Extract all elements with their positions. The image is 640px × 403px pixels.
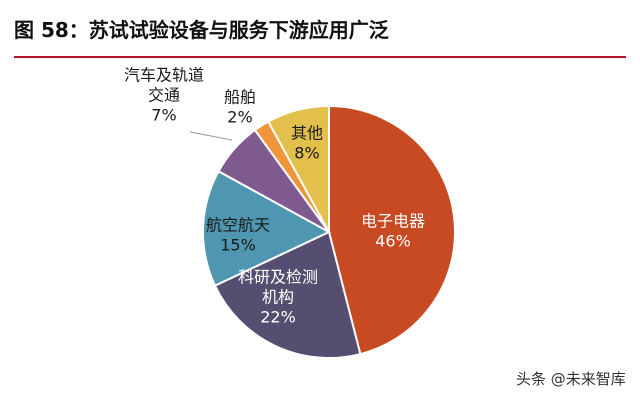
pie-slice [328,104,456,356]
slice-name-label: 科研及检测 [238,268,318,287]
slice-value-label: 2% [227,108,252,127]
pie-slice [202,169,332,287]
slice-name-label: 机构 [262,288,294,307]
slice-value-label: 46% [375,232,411,251]
slice-value-label: 22% [260,308,296,327]
slice-name-label: 其他 [291,124,323,143]
slice-value-label: 8% [294,144,319,163]
slice-name-label: 航空航天 [206,216,270,235]
pie-slices [202,104,456,359]
slice-name-label: 船舶 [224,88,256,107]
slice-value-label: 15% [220,236,256,255]
slice-name-label: 电子电器 [361,212,425,231]
slice-value-label: 7% [151,106,176,125]
watermark-text: 头条 @未来智库 [516,370,626,388]
page-title: 图 58：苏试试验设备与服务下游应用广泛 [14,18,389,42]
title-divider [14,56,626,58]
slice-name-label: 汽车及轨道 [124,66,204,85]
leader-line [189,131,233,141]
slice-name-label: 交通 [148,86,180,105]
leader-lines [189,131,233,141]
pie-slice [213,230,362,359]
pie-slice [266,104,330,233]
